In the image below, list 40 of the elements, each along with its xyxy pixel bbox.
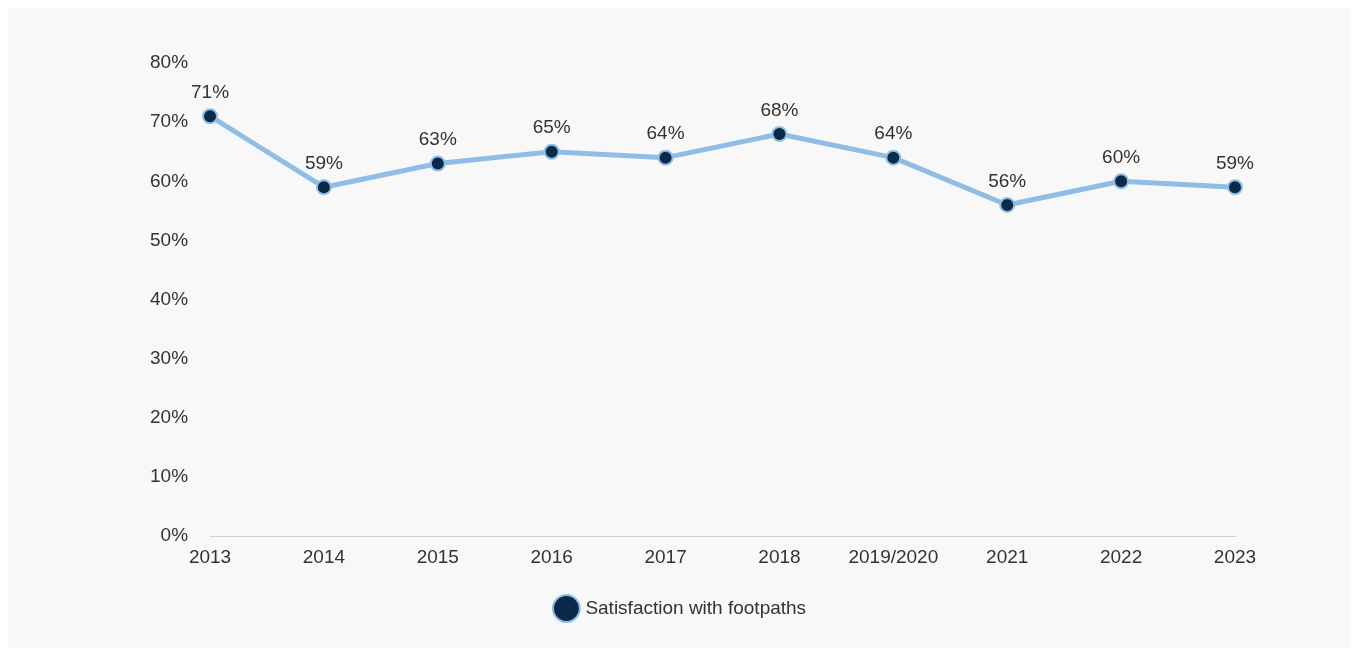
- x-tick-label: 2019/2020: [848, 545, 939, 567]
- y-tick-label: 80%: [150, 51, 189, 73]
- data-label: 56%: [988, 169, 1027, 191]
- point: [999, 196, 1016, 213]
- data-label: 65%: [532, 116, 571, 138]
- data-label: 71%: [191, 80, 230, 102]
- point: [1227, 179, 1243, 196]
- x-tick-label: 2014: [302, 545, 346, 567]
- x-tick-label: 2018: [758, 545, 801, 567]
- point: [771, 125, 788, 142]
- y-tick-label: 20%: [150, 406, 189, 428]
- point: [315, 179, 332, 196]
- legend-label: Satisfaction with footpaths: [585, 596, 807, 618]
- x-tick-label: 2021: [986, 545, 1029, 567]
- y-tick-label: 10%: [150, 465, 189, 487]
- data-label: 68%: [760, 98, 799, 120]
- point: [1113, 173, 1130, 190]
- x-tick-label: 2015: [416, 545, 459, 567]
- data-label: 60%: [1102, 146, 1141, 168]
- data-label: 59%: [1215, 151, 1255, 173]
- y-tick-label: 50%: [150, 228, 189, 250]
- y-tick-label: 40%: [150, 287, 189, 309]
- x-tick-label: 2013: [188, 545, 232, 567]
- data-label: 63%: [418, 128, 457, 150]
- point: [429, 155, 446, 172]
- point: [657, 149, 674, 166]
- point: [885, 149, 902, 166]
- data-label: 64%: [874, 122, 913, 144]
- data-label: 64%: [646, 122, 685, 144]
- y-tick-label: 30%: [150, 346, 189, 368]
- data-label: 59%: [304, 151, 344, 173]
- y-tick-label: 60%: [150, 169, 189, 191]
- x-tick-label: 2016: [530, 545, 573, 567]
- y-tick-label: 70%: [150, 110, 189, 132]
- x-tick-label: 2017: [644, 545, 687, 567]
- y-tick-label: 0%: [160, 524, 189, 546]
- point: [202, 108, 219, 125]
- x-tick-label: 2023: [1213, 545, 1257, 567]
- point: [543, 143, 560, 160]
- x-tick-label: 2022: [1099, 545, 1143, 567]
